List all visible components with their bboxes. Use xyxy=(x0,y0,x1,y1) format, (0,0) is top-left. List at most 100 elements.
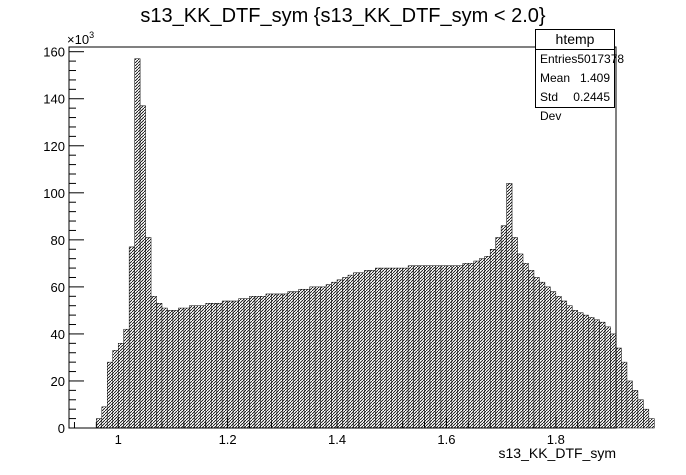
y-tick-label: 80 xyxy=(51,233,65,248)
histogram-bin xyxy=(473,260,480,429)
histogram-bin xyxy=(293,291,299,429)
histogram-bin xyxy=(380,267,387,429)
histogram-bin xyxy=(571,310,578,429)
y-tick-label: 120 xyxy=(43,139,65,154)
histogram-bin xyxy=(468,263,475,429)
histogram-bin xyxy=(440,265,447,429)
histogram-bin xyxy=(375,267,382,429)
histogram-bin xyxy=(544,286,551,429)
histogram-bin xyxy=(511,237,518,429)
histogram-bin xyxy=(353,272,360,429)
y-axis: 0 20 40 60 80 100 120 140 160 xyxy=(43,45,84,436)
histogram-bin xyxy=(391,267,398,429)
histogram-bin xyxy=(369,270,376,429)
stats-row-stddev: Std Dev 0.2445 xyxy=(536,88,614,123)
histogram-bin xyxy=(134,58,141,429)
histogram-bin xyxy=(588,317,595,429)
histogram-bin xyxy=(386,267,392,429)
histogram-bin xyxy=(484,256,491,429)
histogram-bin xyxy=(183,307,190,429)
histogram-bin xyxy=(364,270,371,429)
histogram-bin xyxy=(550,291,557,429)
stats-value: 1.409 xyxy=(579,71,610,85)
histogram-bin xyxy=(216,303,223,429)
y-tick-label: 0 xyxy=(58,421,65,436)
histogram-bin xyxy=(582,314,589,429)
y-tick-label: 140 xyxy=(43,92,65,107)
histogram-bin xyxy=(424,265,431,429)
histogram-bin xyxy=(500,225,507,429)
histogram-bin xyxy=(325,284,332,429)
histogram-bin xyxy=(593,319,600,429)
histogram-bin xyxy=(161,307,168,429)
y-axis-multiplier: ×103 xyxy=(67,30,94,47)
histogram-bin xyxy=(139,105,146,429)
x-axis-label: s13_KK_DTF_sym xyxy=(499,445,616,461)
histogram-bin xyxy=(336,279,343,429)
x-tick-label: 1.8 xyxy=(547,432,565,447)
y-multiplier-exponent: 3 xyxy=(89,30,94,40)
histogram-bin xyxy=(407,265,414,429)
histogram-bin xyxy=(637,399,644,429)
histogram-bin xyxy=(495,237,502,429)
histogram-bin xyxy=(528,270,535,429)
histogram-bin xyxy=(265,293,272,429)
histogram-bin xyxy=(632,390,639,429)
histogram-bin xyxy=(320,286,327,429)
y-tick-label: 100 xyxy=(43,186,65,201)
stats-title: htemp xyxy=(536,30,614,50)
histogram-bin xyxy=(506,183,513,429)
y-tick-label: 60 xyxy=(51,280,65,295)
histogram-bin xyxy=(643,408,650,429)
histogram-bin xyxy=(429,265,436,429)
histogram-bin xyxy=(621,361,628,429)
histogram-bin xyxy=(117,343,124,429)
histogram-bin xyxy=(539,281,546,429)
histogram-bin xyxy=(221,300,228,429)
histogram-bin xyxy=(254,296,261,429)
stats-label: Entries xyxy=(540,52,578,66)
histogram-bin xyxy=(347,274,354,429)
histogram-bin xyxy=(555,296,562,429)
x-tick-label: 1.4 xyxy=(328,432,346,447)
y-tick-label: 20 xyxy=(51,374,65,389)
x-tick-label: 1.2 xyxy=(219,432,237,447)
chart-title: s13_KK_DTF_sym {s13_KK_DTF_sym < 2.0} xyxy=(140,5,545,27)
histogram-bin xyxy=(446,265,453,429)
histogram-bin xyxy=(615,347,622,429)
histogram-bin xyxy=(156,303,163,429)
x-axis: 1 1.2 1.4 1.6 1.8 xyxy=(73,417,601,447)
stats-box: htemp Entries 5017378 Mean 1.409 Std Dev… xyxy=(535,29,624,123)
stats-value: 5017378 xyxy=(577,52,625,66)
histogram-bin xyxy=(107,361,114,429)
histogram-bin xyxy=(298,288,305,429)
histogram-bin xyxy=(112,350,119,429)
y-tick-label: 160 xyxy=(43,45,65,60)
stats-label: Mean xyxy=(540,71,571,85)
histogram-bin xyxy=(128,246,135,429)
histogram-bin xyxy=(648,418,655,429)
plot-frame xyxy=(68,46,617,429)
histogram-bin xyxy=(331,281,338,429)
histogram-bin xyxy=(418,265,425,429)
histogram-bin xyxy=(287,291,294,429)
histogram-bin xyxy=(342,277,349,429)
stats-label: Std Dev xyxy=(540,90,562,123)
histogram-bin xyxy=(599,321,606,429)
histogram-bin xyxy=(358,272,365,429)
histogram-bin xyxy=(561,300,568,429)
histogram-bin xyxy=(205,303,212,429)
x-tick-label: 1.6 xyxy=(437,432,455,447)
histogram-bin xyxy=(243,298,250,429)
histogram-bin xyxy=(227,300,234,429)
histogram-bin xyxy=(123,328,130,429)
histogram-bin xyxy=(533,277,540,429)
histogram-bin xyxy=(303,288,310,429)
histogram-bin xyxy=(522,263,529,429)
histogram-bin xyxy=(626,380,633,429)
histogram-bin xyxy=(314,286,321,429)
histogram-bin xyxy=(517,253,524,429)
stats-row-mean: Mean 1.409 xyxy=(536,69,614,88)
histogram-bin xyxy=(189,305,196,429)
